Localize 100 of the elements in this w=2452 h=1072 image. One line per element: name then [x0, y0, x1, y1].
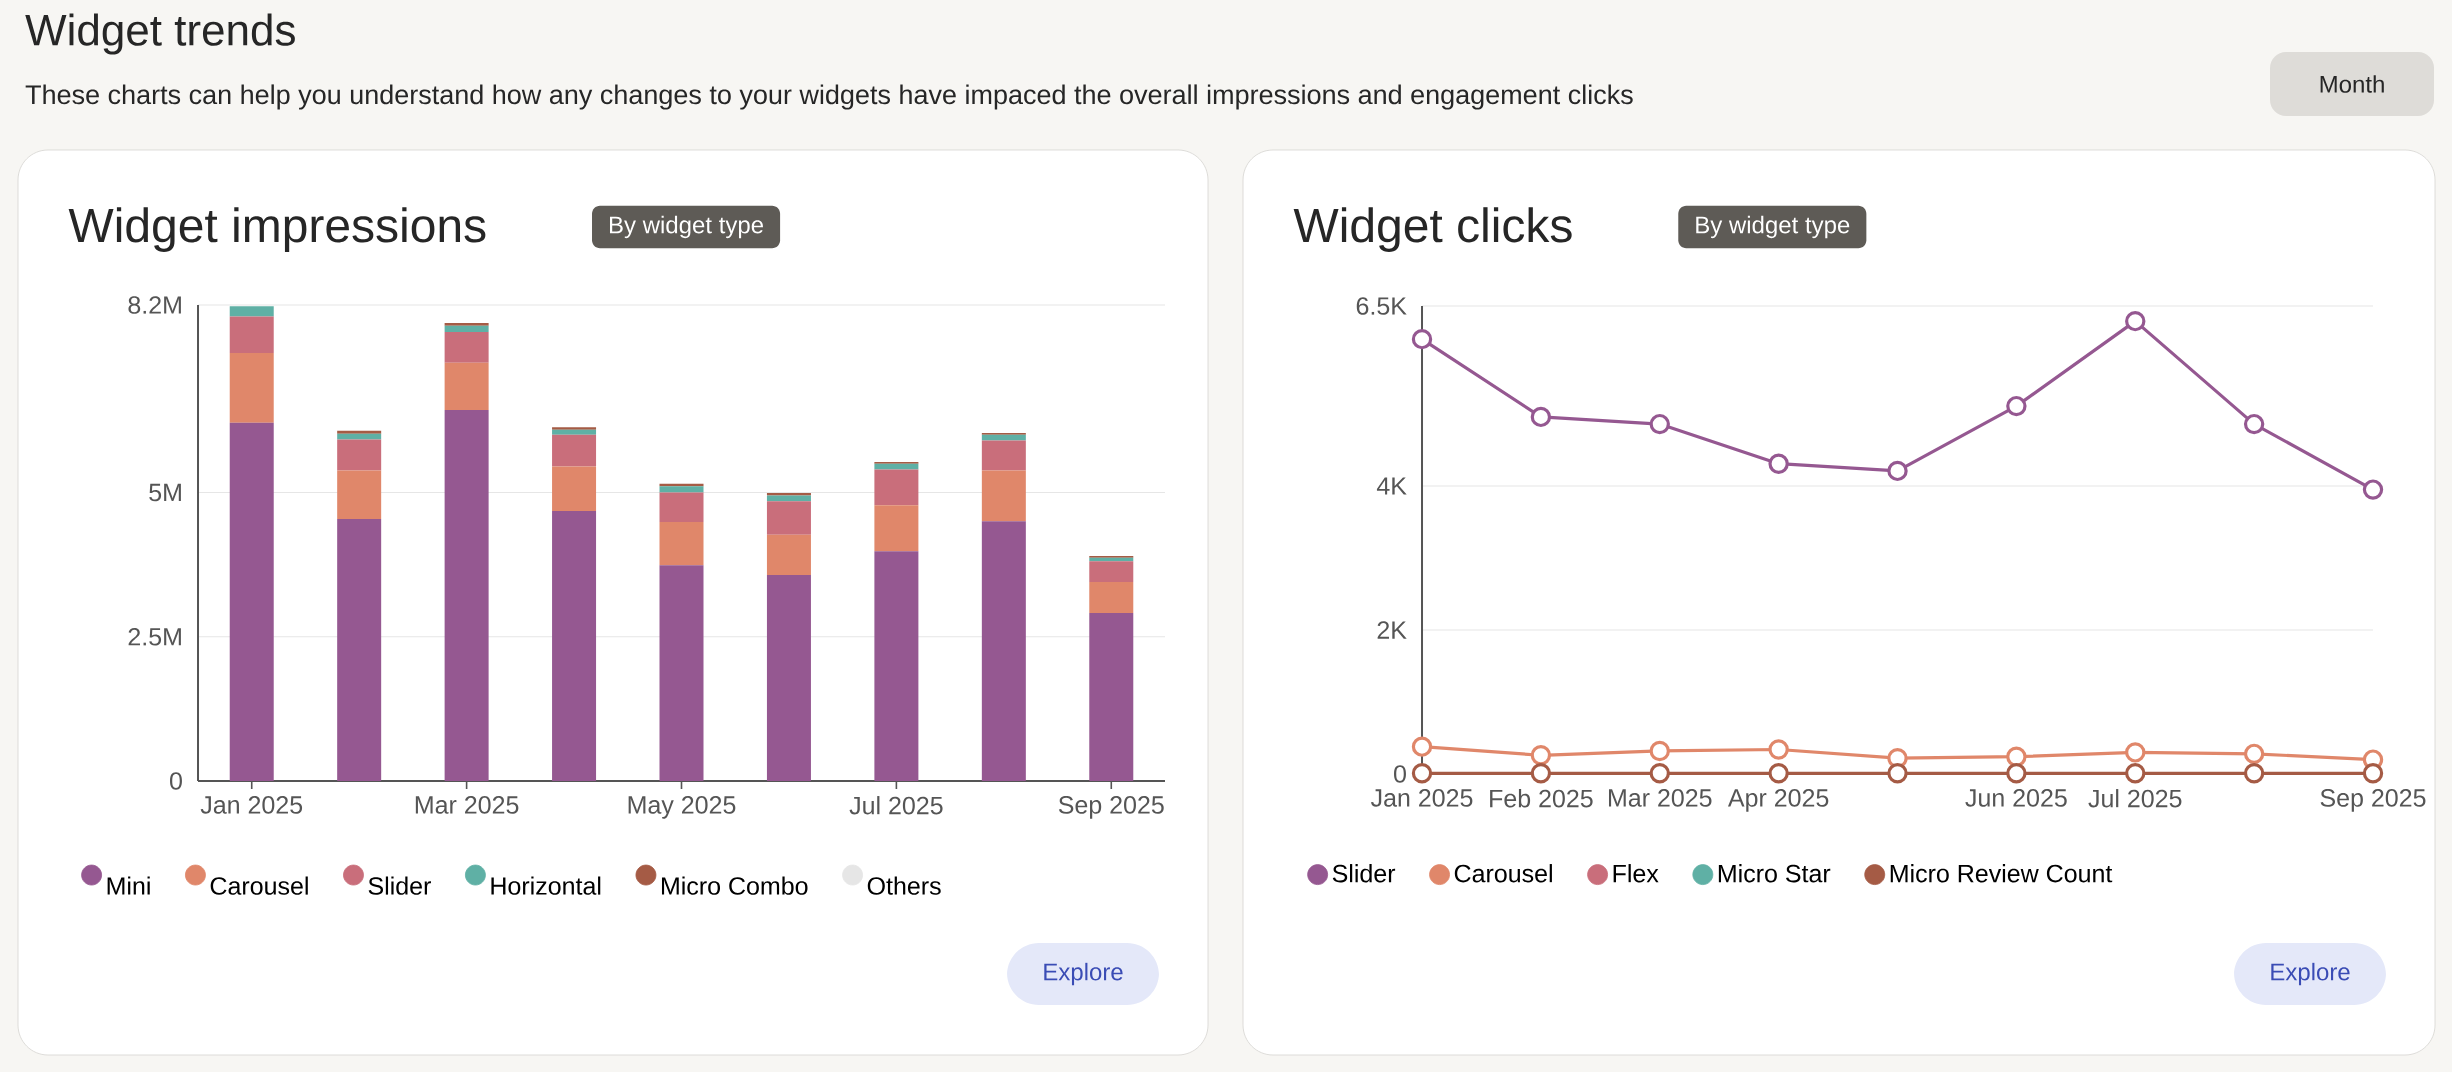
y-tick-label: 2K [1377, 621, 1407, 639]
point [1649, 413, 1670, 435]
bar [552, 466, 597, 511]
x-tick-label: Mar 2025 [415, 796, 519, 814]
bar [1089, 613, 1134, 781]
y-tick-label: 2.5M [128, 627, 181, 646]
bar [659, 521, 704, 566]
bar [552, 434, 597, 467]
bar [766, 495, 811, 502]
bar [766, 534, 811, 576]
chart-subtitle: By widget type [1696, 215, 1850, 239]
bar [766, 501, 811, 535]
text: Widget trends [25, 13, 295, 55]
x-tick-label: Jul 2025 [2088, 789, 2182, 808]
bar [981, 440, 1026, 471]
point [1768, 739, 1789, 760]
legend-label: Micro Star [1718, 864, 1831, 883]
x-tick-label: Feb 2025 [1490, 789, 1593, 808]
bar [444, 362, 489, 411]
y-tick-label: 8.2M [128, 296, 181, 314]
point [2243, 413, 2265, 435]
bar [337, 439, 382, 471]
y-tick-label: 4K [1376, 477, 1407, 495]
bar [981, 470, 1026, 522]
bar [229, 316, 274, 353]
point [1530, 406, 1552, 428]
point [2243, 743, 2265, 765]
legend-label: Slider [368, 876, 431, 895]
x-tick-label: Sep 2025 [1058, 796, 1164, 819]
x-tick-label: Jan 2025 [200, 796, 303, 814]
point [1768, 763, 1789, 784]
text: Month [2320, 75, 2384, 93]
point [2243, 763, 2265, 784]
point [1649, 763, 1670, 784]
text: Explore [2271, 962, 2350, 986]
point [2362, 479, 2384, 500]
legend-label: Horizontal [491, 876, 601, 895]
x-tick-label: Jun 2025 [1965, 789, 2067, 807]
bar [229, 422, 274, 781]
bar [659, 565, 704, 781]
legend-label: Micro Combo [661, 876, 808, 895]
point [1411, 736, 1433, 757]
x-tick-label: Apr 2025 [1727, 789, 1829, 812]
chart-subtitle: By widget type [609, 215, 763, 239]
bar [444, 325, 489, 333]
legend-label: Flex [1613, 864, 1659, 883]
bar [552, 427, 597, 430]
bar [874, 505, 919, 552]
point [1411, 763, 1433, 784]
bar [874, 469, 919, 506]
point [1530, 763, 1552, 784]
point [1887, 763, 1908, 784]
point [2006, 746, 2027, 767]
y-tick-label: 5M [149, 483, 181, 502]
point [1411, 328, 1433, 350]
point [2125, 763, 2146, 784]
point [1649, 740, 1670, 762]
legend-label: Carousel [210, 876, 308, 895]
bar [1089, 581, 1134, 614]
point [2006, 395, 2027, 417]
bar [659, 492, 704, 522]
bar [229, 352, 274, 423]
point [1768, 453, 1789, 474]
chart-title: Widget clicks [1293, 207, 1572, 252]
bar [337, 430, 382, 434]
bar [337, 470, 382, 520]
bar [766, 575, 811, 781]
bar [874, 551, 919, 781]
legend-label: Micro Review Count [1890, 864, 2113, 883]
bar [444, 410, 489, 781]
x-tick-label: May 2025 [628, 796, 736, 819]
bar [444, 322, 489, 326]
bar [444, 332, 489, 363]
y-tick-label: 6.5K [1356, 297, 1407, 315]
text: Explore [1044, 962, 1123, 986]
x-tick-label: Mar 2025 [1608, 789, 1712, 807]
x-tick-label: Jan 2025 [1370, 789, 1473, 807]
legend-label: Mini [107, 876, 150, 895]
point [2362, 763, 2384, 784]
bar [659, 486, 704, 493]
point [2125, 742, 2146, 763]
bar [981, 521, 1026, 781]
bar [337, 519, 382, 781]
point [2125, 310, 2146, 332]
bar [229, 306, 274, 317]
x-tick-label: Sep 2025 [2320, 789, 2426, 812]
point [2006, 763, 2027, 784]
bar [552, 510, 597, 781]
x-tick-label: Jul 2025 [849, 796, 943, 815]
chart-title: Widget impressions [68, 207, 486, 252]
legend-label: Slider [1332, 864, 1396, 883]
bar [1089, 561, 1134, 582]
text: These charts can help you understand how any changes to your widgets have impaced the overall impressions and engagement clicks [25, 84, 1633, 110]
point [1887, 460, 1908, 482]
y-tick-label: 0 [1394, 765, 1406, 783]
legend-label: Others [867, 876, 941, 895]
bar [981, 434, 1026, 441]
bar [552, 429, 597, 435]
point [1530, 745, 1552, 766]
legend-label: Carousel [1454, 864, 1552, 883]
